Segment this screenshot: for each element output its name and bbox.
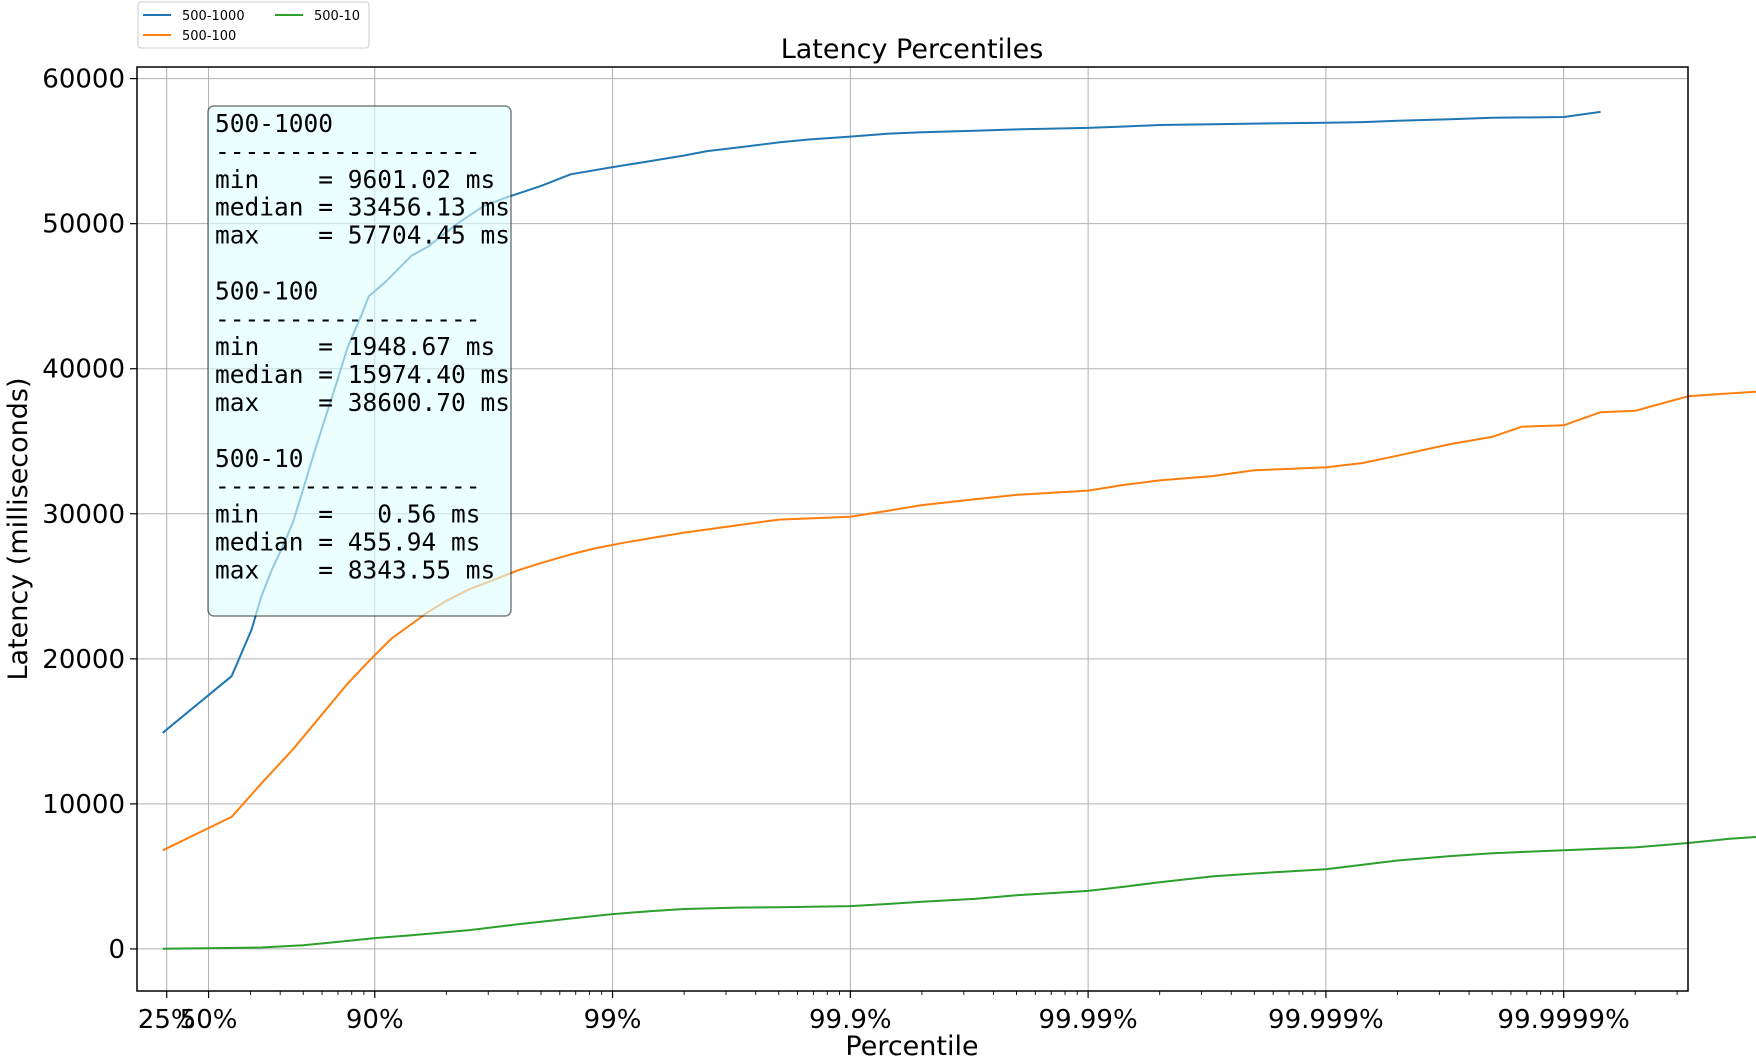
y-tick-label: 60000 bbox=[42, 65, 125, 95]
chart-title: Latency Percentiles bbox=[781, 34, 1044, 65]
legend: 500-1000 500-100 500-10 bbox=[137, 1, 370, 49]
y-tick-label: 10000 bbox=[42, 790, 125, 820]
stats-annotation-box: 500-1000------------------min = 9601.02 … bbox=[207, 105, 512, 617]
x-axis-label: Percentile bbox=[845, 1031, 978, 1062]
y-tick-label: 50000 bbox=[42, 210, 125, 240]
plot-frame bbox=[136, 66, 1689, 992]
x-tick-label: 99.9999% bbox=[1498, 1005, 1630, 1035]
annotation-line: 500-10 bbox=[215, 444, 304, 473]
legend-label-500-10: 500-10 bbox=[314, 9, 360, 24]
y-tick-label: 40000 bbox=[42, 355, 125, 385]
x-tick-label: 25% bbox=[138, 1005, 196, 1035]
series-line-500-100 bbox=[162, 390, 1756, 852]
annotation-line: min = 0.56 ms bbox=[215, 500, 481, 529]
y-tick-label: 30000 bbox=[42, 500, 125, 530]
tick-layer: 0 10000 20000 30000 40000 50000 60000 25%50% 90%… bbox=[42, 65, 1678, 1035]
y-axis-label: Latency (milliseconds) bbox=[3, 377, 34, 680]
annotation-line: min = 1948.67 ms bbox=[215, 332, 495, 361]
annotation-line: median = 15974.40 ms bbox=[215, 360, 510, 389]
annotation-line: median = 455.94 ms bbox=[215, 528, 481, 557]
x-tick-label: 99% bbox=[584, 1005, 642, 1035]
annotation-line: max = 57704.45 ms bbox=[215, 221, 510, 250]
annotation-line: 500-100 bbox=[215, 276, 318, 305]
annotation-line: ------------------ bbox=[215, 304, 481, 333]
annotation-line: max = 8343.55 ms bbox=[215, 555, 495, 584]
x-tick-label: 99.999% bbox=[1268, 1005, 1384, 1035]
annotation-line: ------------------ bbox=[215, 137, 481, 166]
x-tick-label: 99.99% bbox=[1039, 1005, 1138, 1035]
legend-box bbox=[137, 1, 370, 49]
annotation-line: 500-1000 bbox=[215, 109, 333, 138]
annotation-line: ------------------ bbox=[215, 472, 481, 501]
series-line-500-10 bbox=[162, 835, 1756, 950]
annotation-box-bg bbox=[207, 105, 512, 617]
legend-label-500-100: 500-100 bbox=[182, 29, 236, 44]
y-tick-label: 0 bbox=[108, 935, 125, 965]
x-tick-label: 50% bbox=[180, 1005, 238, 1035]
x-tick-label: 99.9% bbox=[809, 1005, 892, 1035]
annotation-line: median = 33456.13 ms bbox=[215, 193, 510, 222]
legend-label-500-1000: 500-1000 bbox=[182, 9, 245, 24]
annotation-line: max = 38600.70 ms bbox=[215, 388, 510, 417]
annotation-line: min = 9601.02 ms bbox=[215, 165, 495, 194]
y-tick-label: 20000 bbox=[42, 645, 125, 675]
x-tick-label: 90% bbox=[346, 1005, 404, 1035]
